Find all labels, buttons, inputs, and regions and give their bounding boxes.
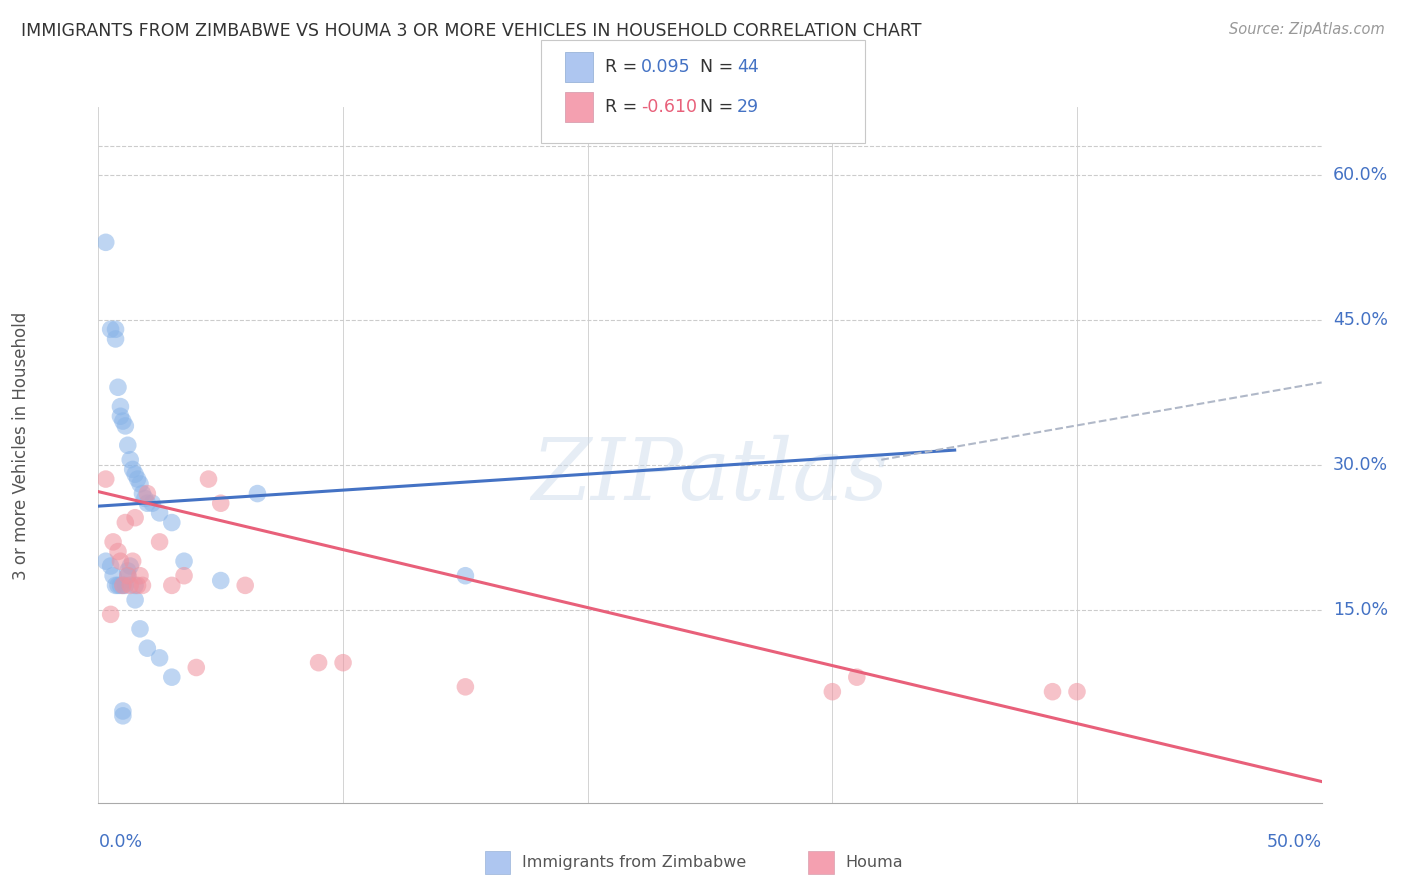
Text: 29: 29 [737,98,759,116]
Point [100,559,122,574]
Point [104,332,127,346]
Point [121,554,143,568]
Text: 0.095: 0.095 [641,58,690,76]
Point [160,516,183,530]
Point [107,578,129,592]
Point [149,651,172,665]
Point [104,322,127,336]
Point [127,472,149,486]
Point [94,235,117,250]
Text: Immigrants from Zimbabwe: Immigrants from Zimbabwe [522,855,745,870]
Point [120,578,142,592]
Point [110,554,132,568]
Point [332,656,354,670]
Point [94,554,117,568]
Text: 60.0%: 60.0% [1333,166,1388,184]
Point [197,472,219,486]
Point [111,578,134,592]
Point [117,568,139,582]
Point [101,568,124,582]
Text: 45.0%: 45.0% [1333,310,1388,328]
Point [131,486,153,500]
Text: R =: R = [605,58,643,76]
Point [111,704,134,718]
Point [173,554,195,568]
Point [131,578,153,592]
Point [149,506,172,520]
Point [124,578,146,592]
Point [104,578,127,592]
Point [120,452,142,467]
Point [136,496,159,510]
Point [117,438,139,452]
Point [114,419,136,434]
Point [117,568,139,582]
Point [111,708,134,723]
Point [129,568,152,582]
Point [186,660,208,674]
Text: ZIPatlas: ZIPatlas [531,434,889,517]
Text: -0.610: -0.610 [641,98,697,116]
Point [94,472,117,486]
Point [114,516,136,530]
Point [101,535,124,549]
Point [110,578,132,592]
Text: Source: ZipAtlas.com: Source: ZipAtlas.com [1229,22,1385,37]
Point [110,400,132,414]
Text: 0.0%: 0.0% [98,833,142,851]
Text: N =: N = [700,98,740,116]
Point [160,670,183,684]
Point [107,544,129,558]
Point [107,380,129,394]
Point [845,670,868,684]
Point [209,574,232,588]
Point [111,578,134,592]
Point [209,496,232,510]
Text: R =: R = [605,98,643,116]
Text: 3 or more Vehicles in Household: 3 or more Vehicles in Household [13,312,30,580]
Text: IMMIGRANTS FROM ZIMBABWE VS HOUMA 3 OR MORE VEHICLES IN HOUSEHOLD CORRELATION CH: IMMIGRANTS FROM ZIMBABWE VS HOUMA 3 OR M… [21,22,921,40]
Point [124,467,146,482]
Point [121,462,143,476]
Point [110,409,132,424]
Point [136,486,159,500]
Point [134,491,156,506]
Point [141,496,163,510]
Point [246,486,269,500]
Point [117,564,139,578]
Text: 50.0%: 50.0% [1267,833,1322,851]
Point [173,568,195,582]
Point [136,641,159,656]
Point [100,607,122,622]
Point [129,622,152,636]
Point [454,680,477,694]
Point [124,510,146,524]
Point [120,559,142,574]
Point [149,535,172,549]
Point [1066,684,1088,698]
Point [160,578,183,592]
Text: 15.0%: 15.0% [1333,600,1388,618]
Point [233,578,256,592]
Point [129,476,152,491]
Point [821,684,844,698]
Point [1042,684,1064,698]
Point [308,656,330,670]
Text: N =: N = [700,58,740,76]
Point [124,592,146,607]
Point [454,568,477,582]
Point [100,322,122,336]
Point [111,414,134,428]
Text: 44: 44 [737,58,758,76]
Text: Houma: Houma [845,855,903,870]
Text: 30.0%: 30.0% [1333,456,1388,474]
Point [114,578,136,592]
Point [127,578,149,592]
